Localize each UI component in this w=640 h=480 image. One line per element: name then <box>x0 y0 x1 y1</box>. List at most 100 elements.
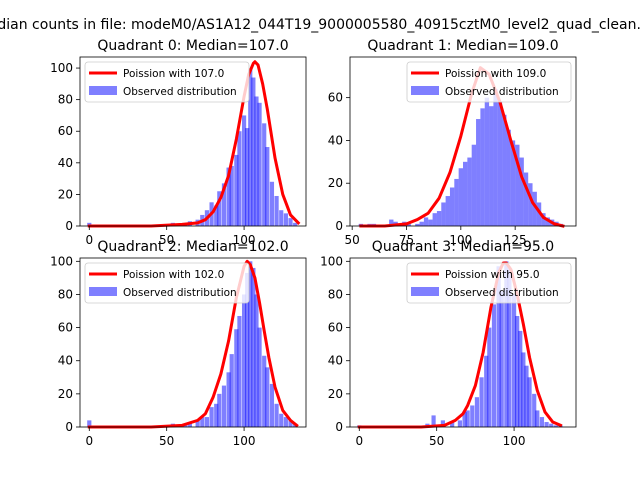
hist-bar <box>257 327 262 427</box>
y-tick-label: 20 <box>328 176 343 190</box>
y-tick-label: 20 <box>58 387 73 401</box>
x-tick-label: 125 <box>504 233 527 247</box>
legend-hist-label: Observed distribution <box>445 287 559 299</box>
hist-bar <box>499 291 504 427</box>
y-tick-label: 40 <box>328 354 343 368</box>
hist-bar <box>484 355 489 427</box>
hist-bar <box>527 377 532 427</box>
y-tick-label: 40 <box>328 133 343 147</box>
hist-bar <box>515 315 520 427</box>
hist-bar <box>454 178 459 226</box>
hist-bar <box>251 77 256 226</box>
hist-bar <box>549 423 554 427</box>
figure-suptitle: Median counts in file: modeM0/AS1A12_044… <box>0 17 640 33</box>
hist-bar <box>493 89 498 226</box>
x-tick-label: 100 <box>503 434 526 448</box>
hist-bar <box>518 330 523 427</box>
hist-bar <box>536 202 542 226</box>
subplot-quadrant-1: 50 75 100 125 0 20 40 60 Quadrant 1: Median=109.… <box>328 38 577 247</box>
legend: Poission with 107.0 Observed distribution <box>84 61 250 103</box>
legend-hist-label: Observed distribution <box>445 86 559 98</box>
y-tick-label: 40 <box>58 156 73 170</box>
x-tick-label: 0 <box>355 434 363 448</box>
hist-bar <box>523 172 529 226</box>
hist-bar <box>248 69 253 226</box>
hist-bar <box>436 211 442 226</box>
legend: Poission with 102.0 Observed distribution <box>84 262 250 304</box>
hist-bar <box>265 147 270 226</box>
hist-bar <box>262 355 267 427</box>
y-tick-label: 80 <box>58 287 73 301</box>
subplot-title: Quadrant 3: Median=95.0 <box>372 239 554 255</box>
hist-bar <box>432 213 437 226</box>
hist-bar <box>474 397 480 427</box>
hist-bar <box>279 413 284 427</box>
legend-box <box>406 61 572 103</box>
hist-bar <box>279 210 284 226</box>
legend-hist-label: Observed distribution <box>123 287 237 299</box>
subplot-quadrant-3: 0 50 100 0 20 40 60 80 100 Quadrant 3: Median=95.… <box>320 239 577 448</box>
hist-bar <box>479 377 484 427</box>
hist-bar <box>484 97 490 227</box>
hist-bar <box>288 420 293 427</box>
hist-bar <box>204 417 210 427</box>
hist-bar <box>229 165 234 226</box>
hist-bar <box>515 144 520 226</box>
subplot-title: Quadrant 1: Median=109.0 <box>367 38 558 54</box>
hist-bar <box>511 294 517 427</box>
hist-bar <box>487 327 492 427</box>
hist-bar <box>245 272 250 427</box>
hist-bar <box>245 128 250 226</box>
hist-bar <box>257 102 262 226</box>
hist-bar <box>251 267 256 427</box>
hist-bar <box>528 183 533 226</box>
x-tick-label: 50 <box>429 434 444 448</box>
hist-bar <box>234 154 239 226</box>
x-tick-label: 100 <box>233 434 256 448</box>
hist-bar <box>491 304 497 427</box>
hist-bar <box>283 417 288 427</box>
hist-bar <box>524 365 529 427</box>
legend-box <box>84 61 250 103</box>
hist-bar <box>229 354 234 427</box>
hist-bar <box>510 140 516 226</box>
y-tick-label: 100 <box>50 254 73 268</box>
y-tick-label: 60 <box>58 321 73 335</box>
hist-bar <box>458 168 463 226</box>
hist-bar <box>248 261 253 427</box>
hist-bar <box>269 383 275 427</box>
legend-line-label: Poission with 107.0 <box>123 68 224 80</box>
hist-bar <box>541 213 546 226</box>
hist-bar <box>497 101 503 226</box>
hist-bar <box>217 191 222 226</box>
hist-bar <box>465 410 470 427</box>
y-tick-label: 0 <box>335 420 343 434</box>
legend-box <box>84 262 250 304</box>
y-tick-label: 0 <box>65 420 73 434</box>
legend-hist-label: Observed distribution <box>123 86 237 98</box>
hist-bar <box>217 393 222 427</box>
hist-bar <box>187 422 192 427</box>
y-tick-label: 100 <box>50 61 73 75</box>
hist-bar <box>254 96 259 227</box>
hist-bar <box>532 191 537 226</box>
y-tick-label: 60 <box>328 91 343 105</box>
hist-bar <box>496 266 501 427</box>
y-tick-label: 20 <box>328 387 343 401</box>
hist-bar <box>467 157 472 226</box>
x-tick-label: 0 <box>85 233 93 247</box>
hist-bar <box>535 410 540 427</box>
hist-bar <box>221 183 227 226</box>
hist-bar <box>195 420 200 427</box>
hist-bar <box>262 123 267 226</box>
legend-hist-swatch <box>89 287 117 296</box>
hist-bar <box>480 108 485 226</box>
x-tick-label: 100 <box>233 233 256 247</box>
axes-frame <box>349 56 577 227</box>
hist-bar <box>428 219 433 226</box>
hist-bar <box>274 195 279 226</box>
hist-bar <box>431 415 436 427</box>
legend-hist-swatch <box>411 287 439 296</box>
hist-bar <box>269 181 275 226</box>
legend-line-label: Poission with 102.0 <box>123 269 224 281</box>
